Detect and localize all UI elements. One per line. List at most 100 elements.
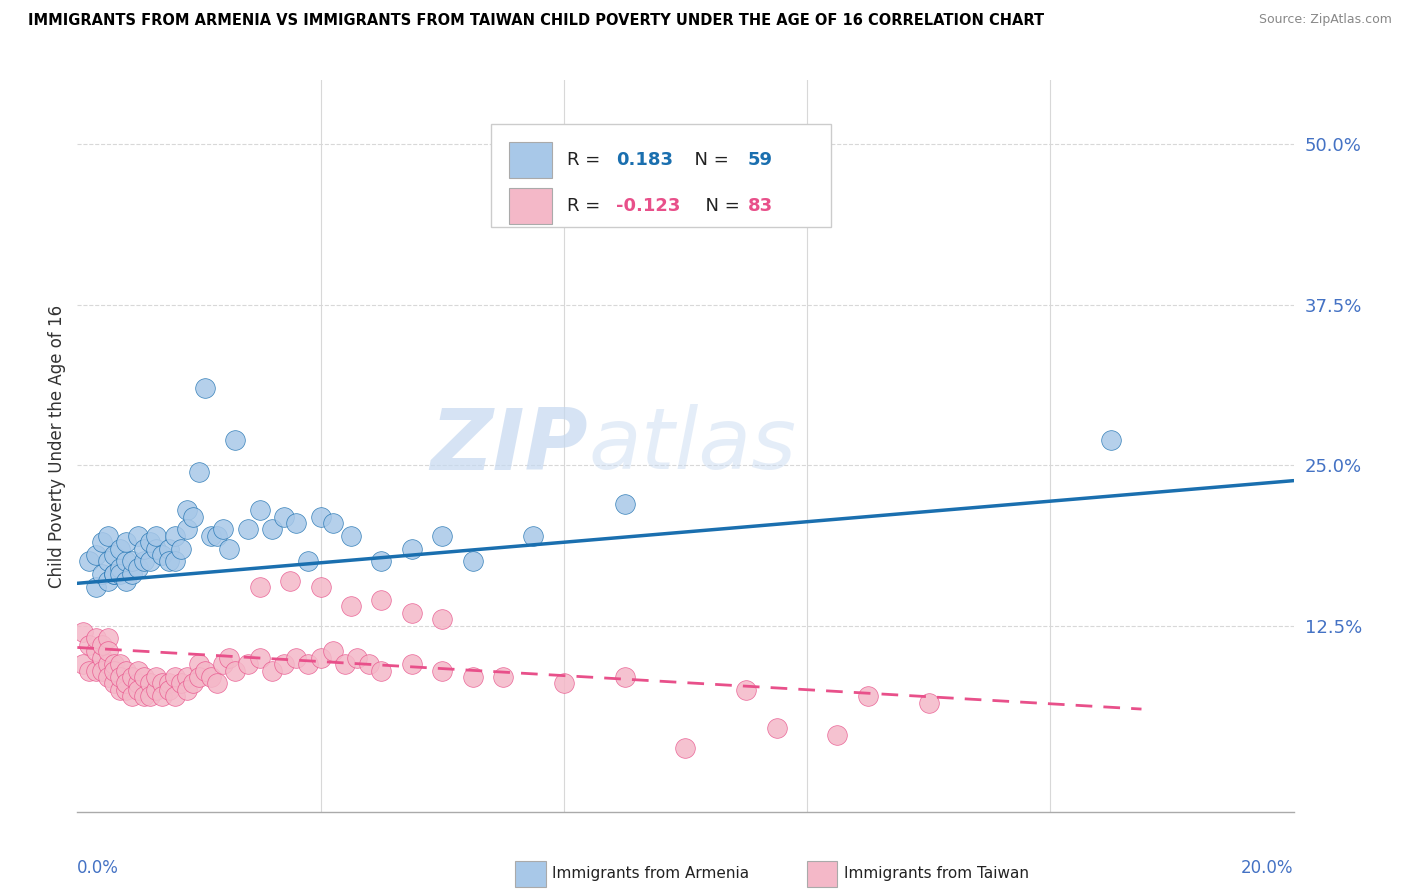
Point (224, 664, 246, 678)
Point (322, 516, 344, 530)
Point (115, 574, 138, 588)
Point (90, 664, 112, 678)
Point (236, 523, 259, 537)
Point (134, 690, 156, 704)
Point (152, 548, 174, 562)
Point (115, 535, 138, 549)
Point (249, 503, 271, 517)
Point (127, 529, 149, 543)
Point (765, 721, 787, 735)
Point (108, 682, 131, 697)
Point (103, 567, 125, 582)
Point (188, 657, 211, 672)
FancyBboxPatch shape (515, 861, 546, 887)
Point (121, 670, 143, 684)
Point (297, 657, 319, 672)
Point (856, 690, 879, 704)
Point (181, 676, 204, 690)
Point (115, 676, 138, 690)
FancyBboxPatch shape (509, 142, 551, 178)
Point (108, 670, 131, 684)
Point (103, 664, 125, 678)
Point (121, 567, 143, 582)
Point (139, 535, 162, 549)
Point (157, 541, 180, 556)
FancyBboxPatch shape (491, 124, 831, 227)
Point (176, 523, 198, 537)
Point (340, 529, 363, 543)
Point (145, 541, 167, 556)
Point (370, 593, 392, 607)
Point (139, 676, 162, 690)
Point (152, 676, 174, 690)
Point (79, 664, 101, 678)
Point (176, 503, 198, 517)
Point (103, 548, 125, 562)
Point (121, 554, 143, 568)
Point (260, 664, 283, 678)
Point (273, 657, 295, 672)
Point (285, 650, 308, 665)
Point (1099, 433, 1122, 447)
Text: Immigrants from Taiwan: Immigrants from Taiwan (844, 866, 1029, 881)
Point (346, 650, 368, 665)
Text: 0.0%: 0.0% (77, 859, 120, 877)
Text: Immigrants from Armenia: Immigrants from Armenia (551, 866, 749, 881)
Text: N =: N = (695, 197, 745, 215)
Point (249, 650, 271, 665)
Point (84, 664, 107, 678)
Point (553, 676, 575, 690)
Point (735, 682, 758, 697)
Point (249, 580, 271, 594)
Point (613, 497, 636, 511)
Point (218, 650, 240, 665)
Point (115, 554, 138, 568)
Point (163, 670, 186, 684)
Point (108, 567, 131, 582)
Point (72, 657, 94, 672)
Text: ZIP: ZIP (430, 404, 588, 488)
Point (309, 650, 332, 665)
Point (322, 644, 344, 658)
Point (176, 670, 198, 684)
Point (218, 541, 240, 556)
Text: 59: 59 (748, 151, 772, 169)
Point (134, 554, 156, 568)
Point (163, 529, 186, 543)
Text: R =: R = (568, 151, 606, 169)
Point (461, 670, 484, 684)
Point (127, 664, 149, 678)
Point (121, 690, 143, 704)
Point (115, 664, 138, 678)
Point (205, 676, 228, 690)
Point (401, 657, 423, 672)
Point (157, 682, 180, 697)
Y-axis label: Child Poverty Under the Age of 16: Child Poverty Under the Age of 16 (48, 304, 66, 588)
Point (108, 561, 131, 575)
Point (200, 670, 222, 684)
FancyBboxPatch shape (807, 861, 838, 887)
Point (97, 632, 120, 646)
Point (430, 529, 453, 543)
Text: R =: R = (568, 197, 606, 215)
Point (176, 682, 198, 697)
Point (79, 638, 101, 652)
Point (145, 529, 167, 543)
Text: 83: 83 (748, 197, 772, 215)
Text: atlas: atlas (588, 404, 796, 488)
Point (613, 670, 636, 684)
Point (139, 554, 162, 568)
Point (309, 580, 332, 594)
Point (200, 529, 222, 543)
Point (79, 554, 101, 568)
Point (145, 670, 167, 684)
Point (97, 574, 120, 588)
Point (103, 567, 125, 582)
Point (163, 690, 186, 704)
Point (918, 696, 941, 710)
Text: N =: N = (683, 151, 734, 169)
Point (90, 638, 112, 652)
Point (134, 670, 156, 684)
Point (224, 433, 246, 447)
Point (401, 541, 423, 556)
